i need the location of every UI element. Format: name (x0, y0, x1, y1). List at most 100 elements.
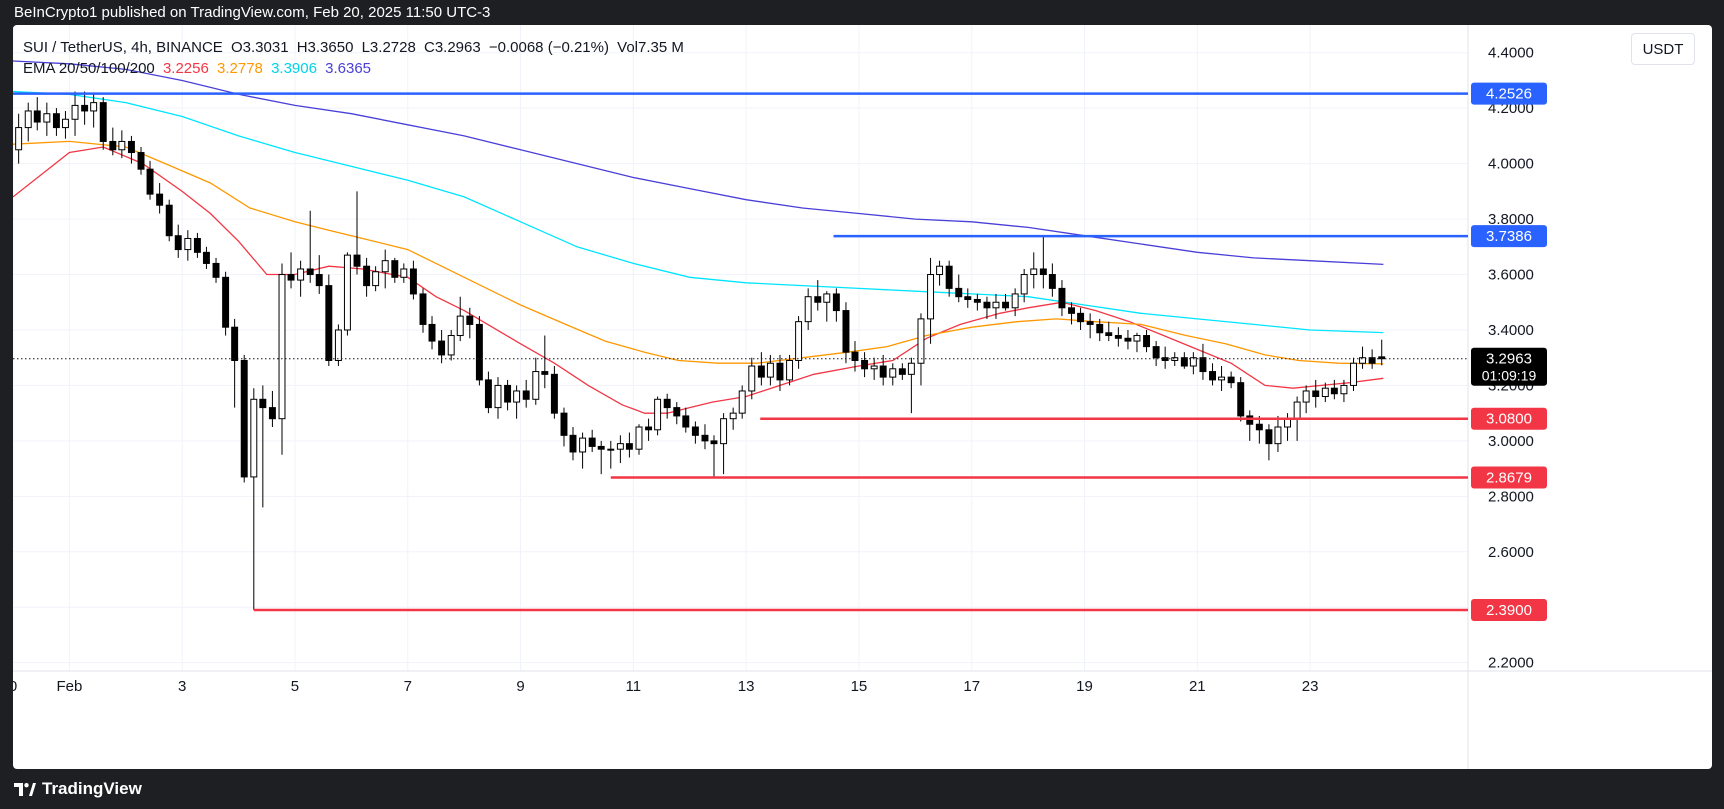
candle-down[interactable] (1114, 335, 1122, 339)
candle-down[interactable] (306, 268, 314, 276)
candle-down[interactable] (1096, 323, 1104, 334)
candle-up[interactable] (1218, 376, 1226, 381)
candle-down[interactable] (814, 296, 822, 303)
candle-down[interactable] (1255, 423, 1263, 431)
candle-down[interactable] (851, 351, 859, 361)
candle-down[interactable] (363, 265, 371, 287)
candle-down[interactable] (268, 407, 276, 420)
candle-down[interactable] (541, 371, 549, 375)
candle-down[interactable] (1246, 415, 1254, 425)
candle-down[interactable] (597, 445, 605, 450)
candle-down[interactable] (1312, 390, 1320, 398)
candle-down[interactable] (325, 285, 333, 361)
candle-up[interactable] (297, 268, 305, 281)
candle-up[interactable] (118, 140, 126, 151)
candle-up[interactable] (334, 329, 342, 361)
candle-up[interactable] (15, 127, 23, 151)
candle-down[interactable] (156, 193, 164, 206)
candle-down[interactable] (287, 274, 295, 281)
candle-down[interactable] (353, 254, 361, 267)
candle-down[interactable] (1086, 321, 1094, 325)
candle-down[interactable] (484, 379, 492, 409)
candle-down[interactable] (710, 440, 718, 445)
candle-down[interactable] (419, 293, 427, 325)
candle-up[interactable] (720, 418, 728, 445)
candle-up[interactable] (400, 268, 408, 278)
candle-up[interactable] (278, 274, 286, 420)
candle-up[interactable] (738, 390, 746, 414)
candle-up[interactable] (372, 271, 380, 287)
candle-up[interactable] (1293, 401, 1301, 420)
candle-down[interactable] (1368, 357, 1376, 364)
candle-down[interactable] (240, 359, 248, 478)
candle-down[interactable] (1002, 301, 1010, 309)
candle-down[interactable] (438, 340, 446, 356)
candle-up[interactable] (1350, 362, 1357, 386)
candle-down[interactable] (945, 265, 953, 289)
candle-down[interactable] (1237, 382, 1245, 417)
candle-down[interactable] (682, 415, 690, 428)
candle-down[interactable] (1105, 332, 1113, 337)
candle-down[interactable] (193, 237, 201, 253)
candle-down[interactable] (757, 365, 765, 378)
candle-down[interactable] (898, 368, 906, 375)
candle-down[interactable] (1077, 312, 1085, 323)
candle-up[interactable] (654, 398, 662, 431)
candle-up[interactable] (494, 384, 502, 409)
candle-up[interactable] (381, 260, 389, 273)
candle-up[interactable] (795, 321, 803, 361)
candle-up[interactable] (804, 296, 812, 323)
candle-up[interactable] (729, 412, 737, 420)
candle-down[interactable] (81, 104, 89, 112)
candle-down[interactable] (1124, 337, 1132, 342)
candle-up[interactable] (1340, 384, 1348, 395)
candle-down[interactable] (391, 260, 399, 278)
candle-down[interactable] (1330, 387, 1338, 395)
candle-down[interactable] (1180, 357, 1188, 367)
candle-up[interactable] (786, 359, 794, 381)
candle-up[interactable] (870, 365, 878, 370)
candle-down[interactable] (879, 365, 887, 378)
chart-panel[interactable]: 4.4000 4.2000 4.0000 3.8000 3.6000 3.4000 3.20… (13, 25, 1712, 769)
currency-button[interactable]: USDT (1631, 33, 1695, 65)
candle-up[interactable] (607, 448, 615, 451)
candle-down[interactable] (1048, 274, 1056, 289)
candle-up[interactable] (1171, 357, 1179, 361)
candle-down[interactable] (645, 426, 653, 431)
candle-down[interactable] (475, 323, 483, 381)
candle-down[interactable] (569, 434, 577, 453)
candle-up[interactable] (1030, 268, 1038, 276)
candle-down[interactable] (165, 204, 173, 237)
candle-up[interactable] (748, 365, 756, 392)
candle-down[interactable] (983, 301, 991, 309)
candle-down[interactable] (842, 310, 850, 353)
candle-up[interactable] (927, 274, 935, 320)
candle-down[interactable] (212, 262, 220, 278)
candle-down[interactable] (832, 293, 840, 312)
candle-down[interactable] (174, 235, 182, 251)
candle-up[interactable] (907, 362, 915, 375)
candle-down[interactable] (52, 113, 60, 129)
tradingview-logo[interactable]: TradingView (14, 779, 142, 799)
ema-label[interactable]: EMA 20/50/100/200 (23, 60, 155, 77)
candle-down[interactable] (691, 426, 699, 436)
candle-down[interactable] (222, 276, 230, 328)
candle-down[interactable] (109, 140, 117, 151)
candle-up[interactable] (1302, 390, 1310, 403)
candle-up[interactable] (184, 237, 192, 251)
candle-up[interactable] (992, 301, 1000, 309)
candle-down[interactable] (1209, 371, 1217, 381)
candle-down[interactable] (409, 268, 417, 295)
candle-up[interactable] (43, 113, 51, 123)
candle-down[interactable] (588, 437, 596, 447)
candle-down[interactable] (964, 296, 972, 300)
candle-down[interactable] (137, 152, 145, 170)
candle-up[interactable] (917, 318, 925, 364)
candle-down[interactable] (1265, 429, 1273, 445)
candle-up[interactable] (532, 371, 540, 400)
candle-down[interactable] (231, 326, 239, 361)
candle-down[interactable] (33, 110, 41, 123)
candle-up[interactable] (1321, 387, 1329, 398)
candle-down[interactable] (973, 298, 981, 303)
candle-up[interactable] (616, 443, 624, 450)
